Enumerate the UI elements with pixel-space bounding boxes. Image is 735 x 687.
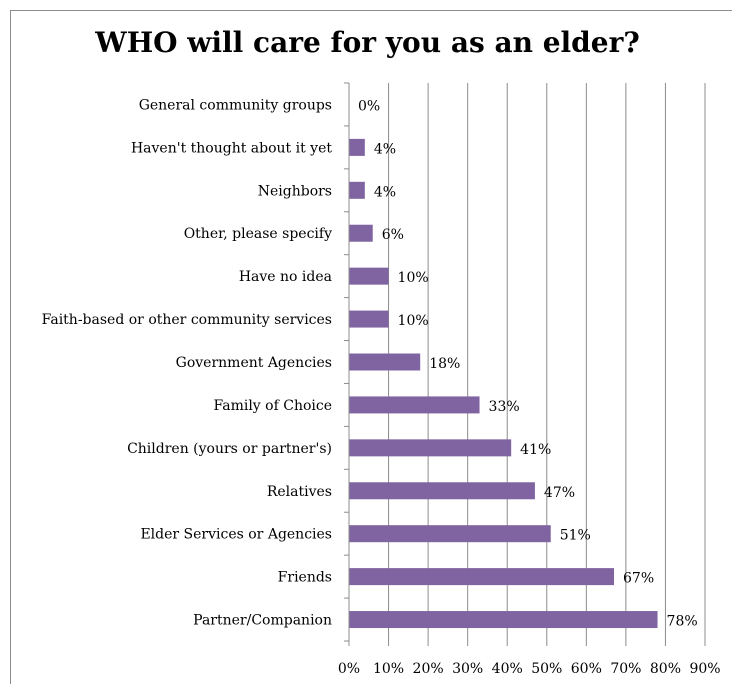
bar [349, 611, 658, 629]
data-label: 33% [489, 399, 520, 415]
bar [349, 138, 365, 156]
bar [349, 568, 615, 586]
data-labels: 0% 4% 4% 6% 10% 10% 18% 33% 41% 47% 51% 67% 78% [358, 98, 698, 629]
category-label: Friends [278, 570, 332, 586]
data-label: 51% [560, 528, 591, 544]
data-label: 67% [623, 571, 654, 587]
x-tick-label: 80% [650, 661, 681, 677]
category-label: Have no idea [239, 269, 332, 285]
x-tick-label: 70% [610, 661, 641, 677]
category-label: Haven't thought about it yet [131, 140, 332, 156]
x-tick-label: 50% [531, 661, 562, 677]
category-label: Family of Choice [213, 398, 332, 414]
category-label: Relatives [267, 484, 332, 500]
data-label: 47% [544, 485, 575, 501]
category-label: Faith-based or other community services [42, 312, 332, 328]
bar [349, 482, 535, 500]
data-label: 18% [429, 356, 460, 372]
data-label: 4% [374, 141, 396, 157]
category-label: Children (yours or partner's) [127, 441, 332, 457]
x-tick-label: 20% [413, 661, 444, 677]
bar [349, 396, 480, 414]
bar [349, 224, 373, 242]
x-tick-label: 60% [571, 661, 602, 677]
data-label: 10% [398, 313, 429, 329]
x-tick-label: 10% [373, 661, 404, 677]
chart-title: WHO will care for you as an elder? [95, 26, 640, 59]
gridlines [388, 83, 706, 641]
bar [349, 310, 389, 328]
category-labels: General community groups Haven't thought … [42, 97, 333, 628]
axes [344, 82, 706, 646]
x-tick-label: 0% [338, 661, 360, 677]
category-label: Government Agencies [176, 355, 332, 371]
category-label: Other, please specify [184, 226, 332, 242]
data-label: 10% [398, 270, 429, 286]
bar [349, 439, 512, 457]
category-label: Elder Services or Agencies [140, 527, 332, 543]
x-tick-label: 30% [452, 661, 483, 677]
bars [349, 138, 658, 629]
tick-labels: 0% 10% 20% 30% 40% 50% 60% 70% 80% 90% [338, 661, 721, 677]
category-label: Partner/Companion [193, 613, 332, 629]
x-tick-label: 90% [689, 661, 720, 677]
data-label: 78% [667, 614, 698, 630]
bar [349, 181, 365, 199]
chart-frame [10, 10, 732, 684]
bar [349, 353, 421, 371]
category-label: Neighbors [258, 183, 332, 199]
data-label: 0% [358, 98, 380, 114]
x-tick-label: 40% [492, 661, 523, 677]
data-label: 6% [382, 227, 404, 243]
data-label: 4% [374, 184, 396, 200]
category-label: General community groups [139, 97, 332, 113]
bar [349, 267, 389, 285]
data-label: 41% [520, 442, 551, 458]
bar [349, 525, 551, 543]
